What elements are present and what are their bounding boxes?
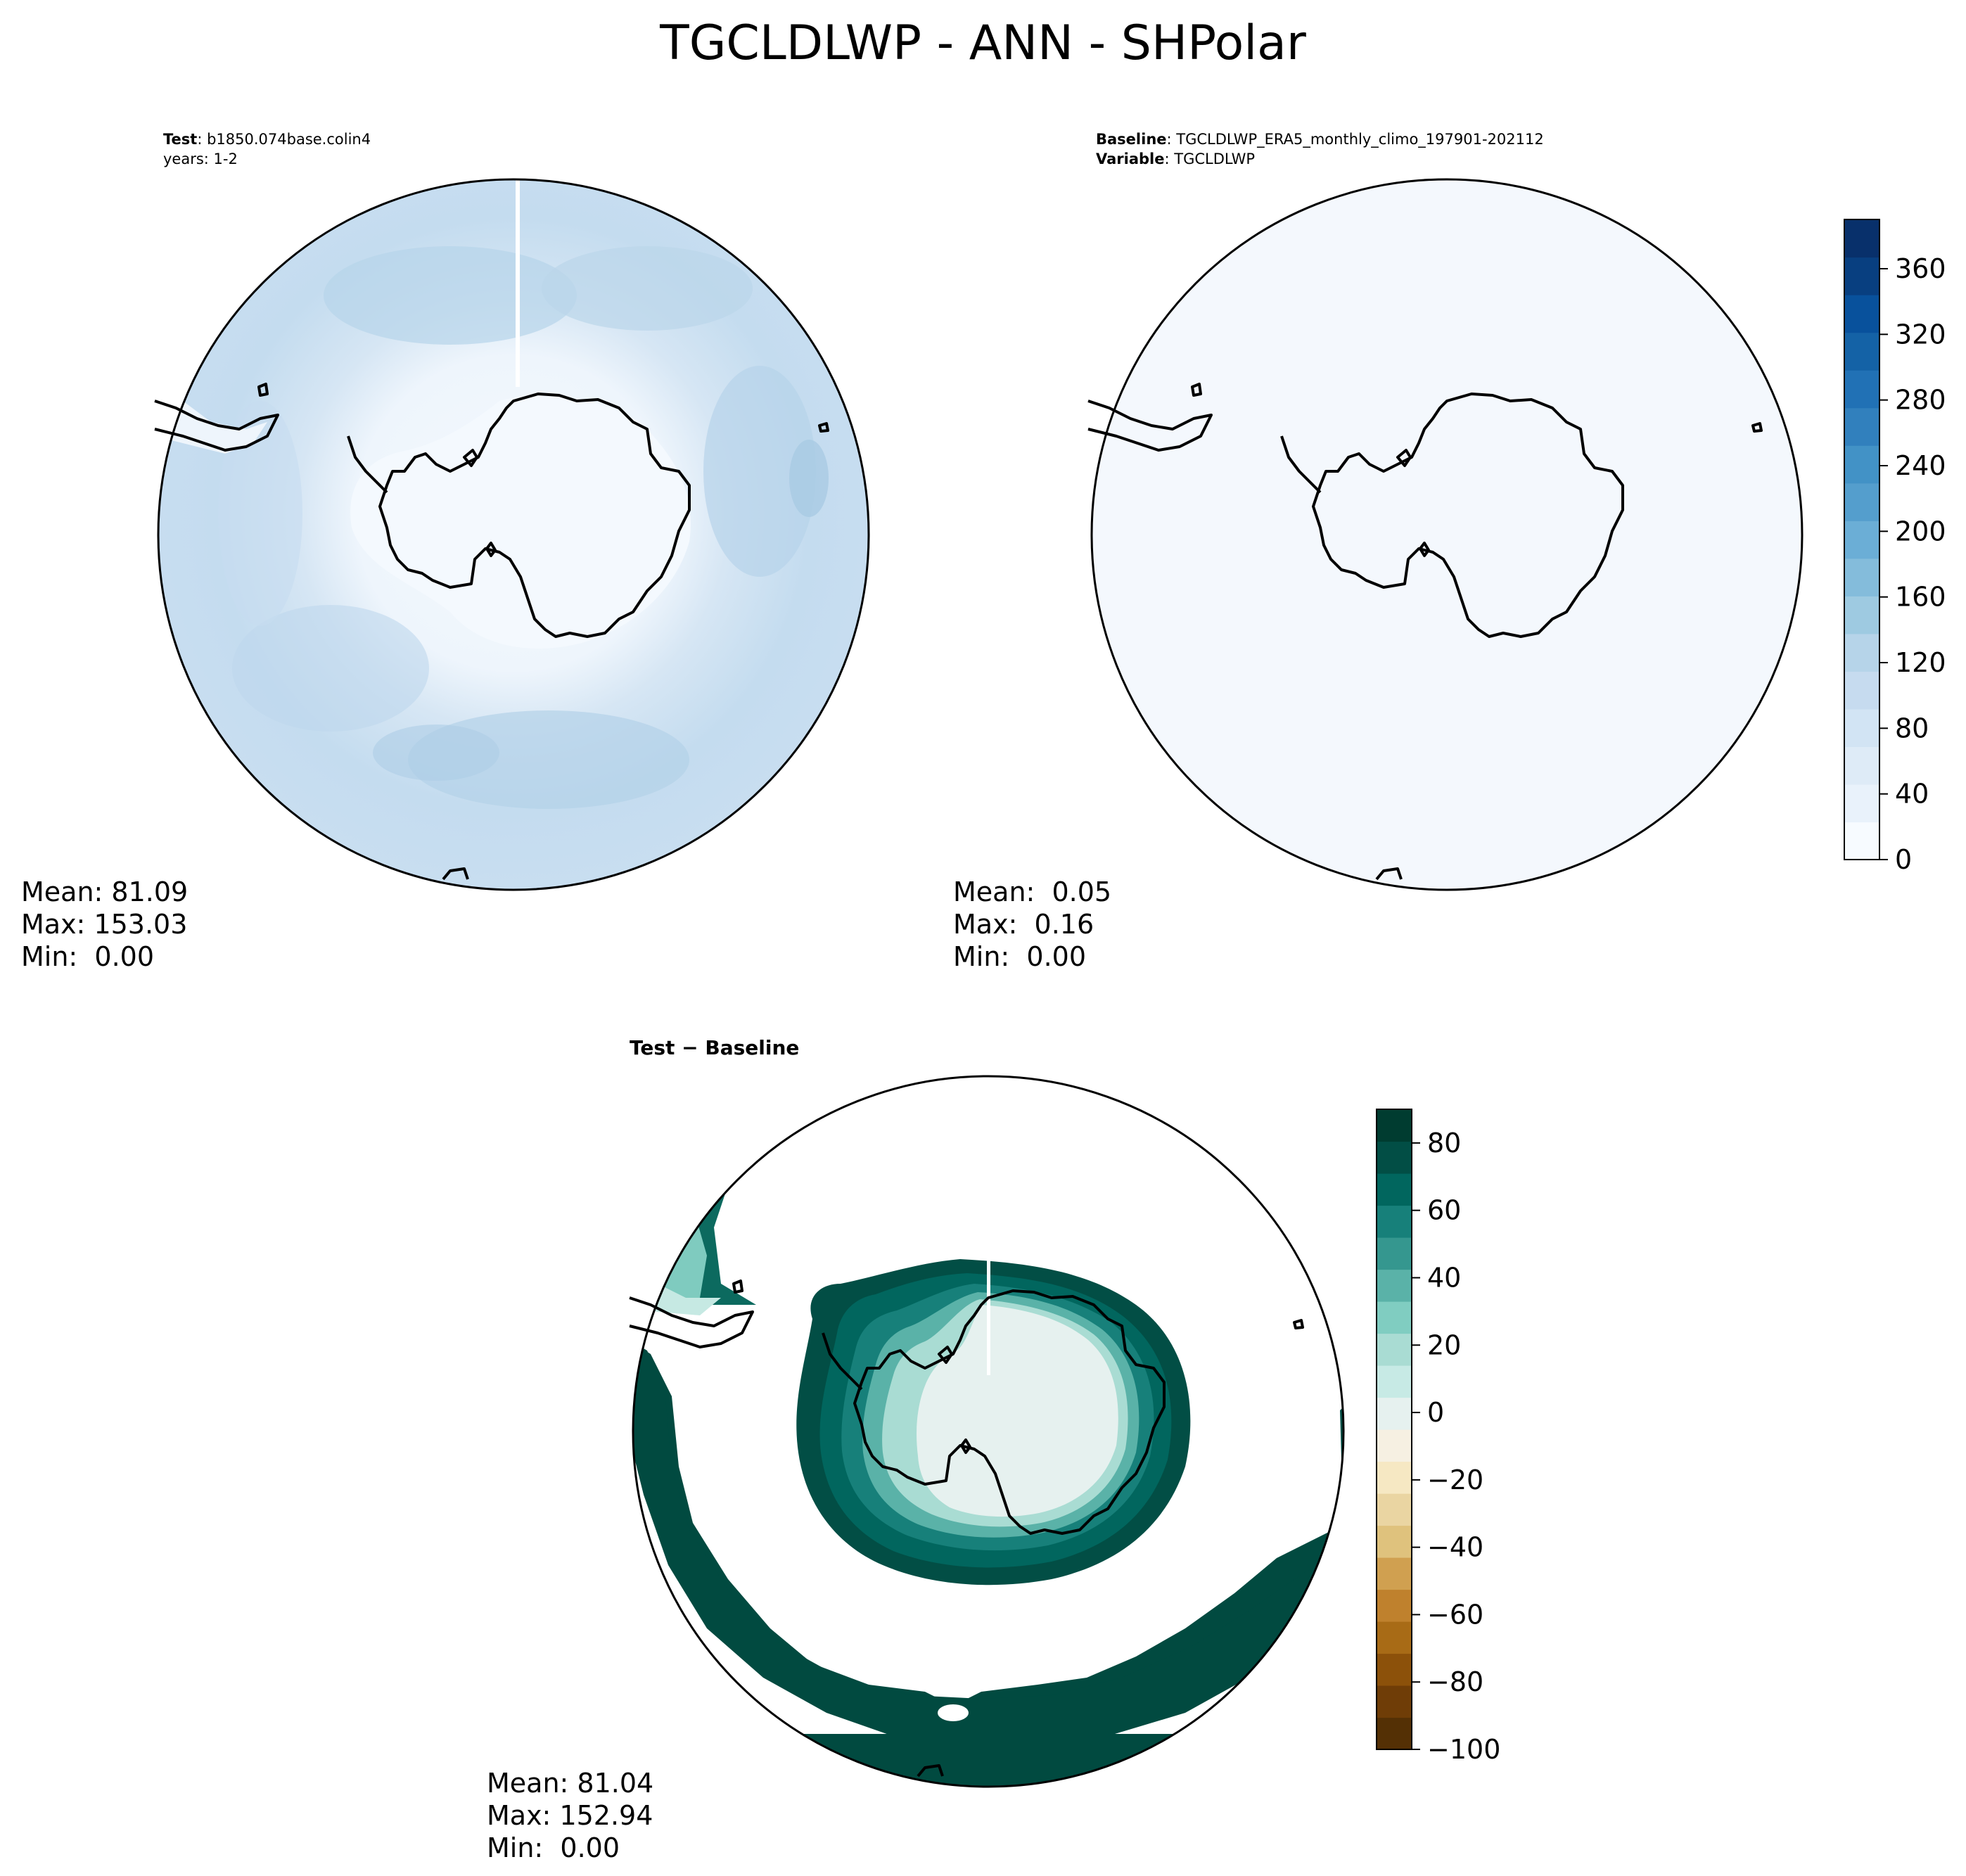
figure-title: TGCLDLWP - ANN - SHPolar: [660, 15, 1306, 71]
diff-colorbar-tick-label: 20: [1427, 1329, 1461, 1360]
blues-colorbar-tick-label: 280: [1895, 385, 1946, 416]
blues-colorbar-color-segment: [1844, 708, 1879, 748]
test-label-key: Test: [163, 131, 198, 148]
diff-colorbar-tick-label: −60: [1427, 1599, 1483, 1630]
baseline-label-value: TGCLDLWP_ERA5_monthly_climo_197901-20211…: [1176, 131, 1544, 148]
blues-colorbar-color-segment: [1844, 407, 1879, 446]
diff-map: [629, 1075, 1345, 1788]
diff-colorbar-color-segment: [1377, 1685, 1412, 1718]
blues-colorbar-tick-label: 160: [1895, 582, 1946, 613]
blues-colorbar-color-segment: [1844, 295, 1879, 333]
blues-colorbar-color-segment: [1844, 370, 1879, 409]
diff-colorbar-tick-label: 80: [1427, 1128, 1461, 1159]
diff-colorbar-tick-label: 40: [1427, 1262, 1461, 1293]
diff-title-test: Test: [630, 1036, 675, 1059]
baseline-variable-key: Variable: [1096, 151, 1165, 167]
diff-colorbar-color-segment: [1377, 1173, 1412, 1206]
blues-colorbar-color-segment: [1844, 558, 1879, 596]
test-coastlines: [154, 383, 829, 881]
diff-colorbar-color-segment: [1377, 1365, 1412, 1398]
diff-colorbar-tick-label: −20: [1427, 1465, 1483, 1495]
baseline-min: Min: 0.00: [953, 941, 1086, 972]
baseline-max: Max: 0.16: [953, 909, 1094, 940]
diff-colorbar-tick-label: −80: [1427, 1666, 1483, 1697]
diff-title-baseline: Baseline: [705, 1036, 800, 1059]
diff-colorbar-color-segment: [1377, 1557, 1412, 1590]
diff-colorbar-color-segment: [1377, 1589, 1412, 1622]
diff-coastlines: [629, 1280, 1304, 1778]
diff-colorbar-color-segment: [1377, 1621, 1412, 1654]
blues-colorbar-color-segment: [1844, 671, 1879, 710]
blues-colorbar-color-segment: [1844, 483, 1879, 521]
blues-colorbar-tick-label: 120: [1895, 647, 1946, 678]
blues-colorbar-color-segment: [1844, 784, 1879, 823]
diff-colorbar-color-segment: [1377, 1141, 1412, 1174]
baseline-map-boundary: [1090, 178, 1804, 891]
blues-colorbar-tick-label: 200: [1895, 516, 1946, 547]
blues-colorbar-tick-label: 360: [1895, 253, 1946, 284]
diff-colorbar: 80 60 40 20 0 −20 −40 −60 −80 −100: [1376, 1109, 1500, 1765]
blues-colorbar-color-segment: [1844, 257, 1879, 295]
blues-colorbar-color-segment: [1844, 633, 1879, 672]
diff-colorbar-tick-label: 0: [1427, 1397, 1444, 1428]
blues-colorbar-color-segment: [1844, 822, 1879, 860]
diff-field: [633, 1076, 1343, 1787]
test-map-boundary: [157, 178, 870, 891]
diff-colorbar-color-segment: [1377, 1493, 1412, 1526]
blues-colorbar: 0 40 80 120 160 200 240 280 320 360: [1844, 219, 1946, 875]
test-label-value: b1850.074base.colin4: [207, 131, 371, 148]
blues-colorbar-tick-label: 80: [1895, 713, 1929, 744]
baseline-stats: Mean: 0.05 Max: 0.16 Min: 0.00: [953, 876, 1111, 973]
blues-colorbar-color-segment: [1844, 445, 1879, 484]
blues-colorbar-color-segment: [1844, 746, 1879, 785]
diff-colorbar-color-segment: [1377, 1717, 1412, 1750]
blues-colorbar-color-segment: [1844, 219, 1879, 258]
baseline-coastlines: [1087, 383, 1763, 881]
diff-mean: Mean: 81.04: [487, 1768, 654, 1799]
diff-colorbar-color-segment: [1377, 1429, 1412, 1462]
blues-colorbar-color-segment: [1844, 596, 1879, 634]
diff-colorbar-color-segment: [1377, 1301, 1412, 1334]
blues-colorbar-color-segment: [1844, 521, 1879, 559]
diff-colorbar-color-segment: [1377, 1461, 1412, 1494]
diff-title-separator: −: [675, 1036, 706, 1059]
test-header: Test: b1850.074base.colin4 years: 1-2: [163, 131, 371, 167]
test-years: years: 1-2: [163, 151, 238, 167]
test-stats: Mean: 81.09 Max: 153.03 Min: 0.00: [21, 876, 188, 973]
diff-colorbar-color-segment: [1377, 1269, 1412, 1302]
baseline-label-key: Baseline: [1096, 131, 1167, 148]
diff-colorbar-tick-label: 60: [1427, 1195, 1461, 1226]
baseline-mean: Mean: 0.05: [953, 876, 1112, 907]
test-field: [158, 179, 869, 890]
diff-title: Test − Baseline: [630, 1036, 799, 1059]
diff-map-boundary: [632, 1075, 1345, 1788]
diff-stats: Mean: 81.04 Max: 152.94 Min: 0.00: [487, 1767, 653, 1864]
diff-colorbar-frame: [1376, 1109, 1412, 1750]
diff-max: Max: 152.94: [487, 1800, 653, 1831]
blues-colorbar-tick-label: 240: [1895, 450, 1946, 481]
diff-colorbar-color-segment: [1377, 1653, 1412, 1686]
test-mean: Mean: 81.09: [21, 876, 189, 907]
diff-colorbar-color-segment: [1377, 1333, 1412, 1366]
diff-colorbar-tick-label: −40: [1427, 1532, 1483, 1563]
baseline-map: [1087, 178, 1804, 891]
diff-colorbar-color-segment: [1377, 1397, 1412, 1430]
blues-colorbar-frame: [1844, 219, 1880, 860]
blues-colorbar-color-segment: [1844, 332, 1879, 371]
test-map: [154, 178, 870, 891]
diff-colorbar-color-segment: [1377, 1109, 1412, 1142]
test-max: Max: 153.03: [21, 909, 188, 940]
blues-colorbar-tick-label: 320: [1895, 319, 1946, 350]
blues-colorbar-tick-label: 40: [1895, 779, 1929, 810]
baseline-header: Baseline: TGCLDLWP_ERA5_monthly_climo_19…: [1096, 131, 1544, 167]
baseline-variable-value: TGCLDLWP: [1174, 151, 1256, 167]
diff-colorbar-color-segment: [1377, 1205, 1412, 1238]
diff-colorbar-color-segment: [1377, 1525, 1412, 1558]
diff-colorbar-color-segment: [1377, 1237, 1412, 1270]
baseline-field: [1092, 179, 1802, 890]
blues-colorbar-tick-label: 0: [1895, 844, 1912, 875]
test-min: Min: 0.00: [21, 941, 154, 972]
diff-min: Min: 0.00: [487, 1832, 620, 1863]
diff-colorbar-tick-label: −100: [1427, 1734, 1500, 1765]
